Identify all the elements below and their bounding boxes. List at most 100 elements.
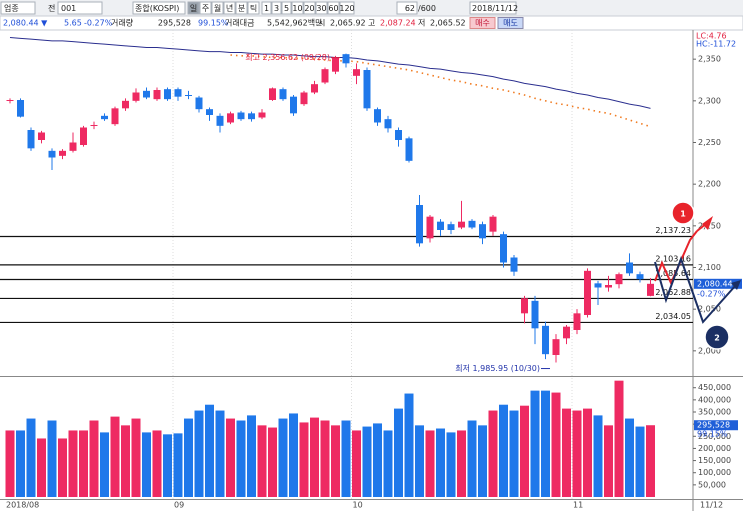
moving-average — [9, 37, 651, 109]
candle-body — [615, 274, 623, 285]
candle-body — [552, 339, 560, 355]
callout-circle — [704, 324, 730, 350]
volume-bar — [247, 415, 256, 497]
code: 001 — [61, 4, 76, 13]
scenario-arrow-up — [654, 230, 698, 286]
candle-body — [290, 96, 297, 114]
quote-price: 2,080.44 ▼ — [3, 19, 48, 28]
candle-body — [90, 125, 98, 126]
volume-bar — [310, 417, 319, 497]
candle-body — [563, 326, 570, 339]
level-label: 2,085.64 — [655, 269, 691, 278]
y-tick-label: 150,000 — [698, 456, 731, 465]
volume-bar — [184, 418, 193, 497]
candle-body — [405, 138, 413, 161]
interval-button[interactable] — [327, 1, 340, 15]
candle-body — [38, 132, 45, 140]
candle-body — [605, 285, 612, 288]
interval: 10 — [292, 4, 302, 13]
sell-button[interactable] — [497, 17, 524, 29]
period-button[interactable] — [211, 1, 224, 15]
volume-bar — [572, 410, 582, 497]
y-tick-label: 400,000 — [698, 395, 731, 404]
count-input[interactable] — [396, 1, 418, 15]
interval: 60 — [328, 4, 338, 13]
high-note: 최고 2,356.62 (09/28) — [245, 52, 330, 62]
candle-body — [542, 325, 549, 355]
period: 분 — [238, 4, 245, 13]
code-input[interactable] — [57, 1, 103, 15]
volume-bar — [625, 418, 634, 497]
volume-bar — [425, 430, 435, 497]
candle-body — [384, 119, 392, 129]
interval-button[interactable] — [303, 1, 316, 15]
volume-bar — [635, 426, 645, 497]
candle-body — [185, 95, 192, 96]
volume-bar — [530, 390, 540, 497]
interval: 5 — [284, 4, 289, 13]
last-volume-box — [694, 420, 738, 431]
candle-body — [437, 221, 444, 230]
y-tick-label: 2,050 — [698, 305, 721, 314]
volume-bar — [488, 410, 498, 497]
volume-bar — [205, 404, 214, 497]
interval-button[interactable] — [291, 1, 304, 15]
candle-body — [59, 150, 66, 156]
level-label: 2,137.23 — [655, 226, 691, 235]
level-label: 2,062.88 — [655, 288, 691, 297]
candle-body — [426, 216, 434, 239]
candle-body — [48, 150, 56, 158]
volume-bar — [457, 430, 466, 497]
candle-body — [342, 54, 350, 64]
candle-body — [6, 100, 14, 101]
volume-bar — [436, 428, 445, 497]
volume-bar — [509, 410, 519, 497]
candle-body — [195, 97, 203, 110]
period-button[interactable] — [247, 1, 260, 15]
period-button[interactable] — [235, 1, 248, 15]
candle-body — [69, 142, 77, 151]
period: 월 — [214, 3, 221, 13]
candle-body — [258, 112, 266, 118]
max-count: /600 — [418, 4, 436, 13]
candle-body — [227, 113, 234, 123]
last-volume: 295,528 — [697, 421, 730, 430]
volume-bar — [236, 420, 246, 497]
volume-bar — [110, 416, 120, 497]
y-tick-label: 2,350 — [698, 55, 721, 64]
volume-bar — [289, 413, 298, 497]
date-input[interactable] — [469, 1, 517, 15]
market-select[interactable] — [0, 1, 36, 15]
scenario-arrow-up — [696, 222, 708, 232]
candle-body — [300, 92, 308, 105]
x-tick-label: 2018/08 — [6, 501, 39, 510]
interval-button[interactable] — [261, 1, 272, 15]
candle-body — [531, 300, 539, 329]
interval-button[interactable] — [315, 1, 328, 15]
callout-number: 1 — [680, 210, 686, 219]
period-button[interactable] — [223, 1, 236, 15]
interval: 3 — [274, 4, 279, 13]
candle-body — [374, 109, 381, 123]
buy: 매수 — [475, 19, 490, 28]
moving-average — [230, 54, 651, 128]
interval-button[interactable] — [339, 1, 355, 15]
buy-button[interactable] — [469, 17, 496, 29]
volume-bar — [478, 425, 487, 497]
candle-body — [269, 88, 276, 100]
candle-body — [80, 127, 87, 145]
period-button[interactable] — [199, 1, 212, 15]
volume-bar — [58, 438, 67, 497]
date-label: 11/12 — [700, 501, 723, 510]
volume-bar — [37, 438, 46, 497]
candle-body — [594, 283, 602, 288]
candle-body — [489, 216, 497, 232]
volume-bar — [142, 432, 151, 497]
interval-button[interactable] — [271, 1, 282, 15]
toolbar-bg — [0, 0, 743, 16]
interval-button[interactable] — [281, 1, 292, 15]
period-button[interactable] — [187, 1, 200, 15]
count: 62 — [405, 4, 415, 13]
level-label: 2,103.16 — [655, 254, 691, 263]
candle-body — [447, 224, 455, 230]
